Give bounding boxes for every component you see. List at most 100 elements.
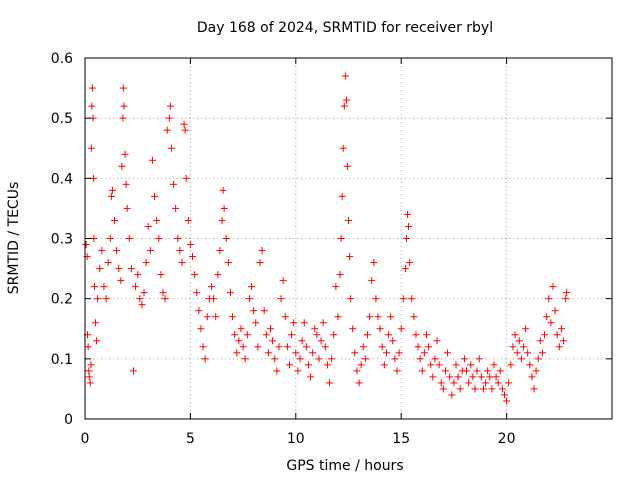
data-point — [382, 349, 390, 357]
data-point — [402, 235, 410, 242]
data-point — [119, 84, 127, 92]
x-tick-label: 15 — [392, 431, 410, 447]
data-point — [165, 114, 173, 122]
data-point — [431, 355, 439, 363]
data-point — [258, 247, 266, 255]
x-tick-label: 0 — [81, 431, 90, 447]
data-point — [252, 319, 260, 327]
data-point — [186, 241, 194, 249]
data-point — [418, 367, 426, 375]
data-point — [395, 349, 403, 357]
data-point — [153, 216, 161, 224]
data-point — [422, 331, 430, 339]
data-point — [163, 126, 171, 134]
data-point — [347, 295, 355, 303]
data-point — [300, 319, 308, 327]
data-points — [82, 72, 571, 405]
data-point — [307, 373, 315, 381]
data-point — [346, 253, 354, 261]
data-point — [102, 295, 110, 303]
data-point — [334, 313, 342, 321]
data-point — [380, 361, 388, 369]
x-axis-label: GPS time / hours — [286, 458, 403, 474]
data-point — [486, 373, 494, 381]
data-point — [332, 283, 340, 291]
data-point — [513, 349, 521, 357]
data-point — [219, 186, 227, 194]
data-point — [441, 367, 449, 375]
data-point — [148, 156, 156, 164]
y-axis-ticks: 0 0.1 0.2 0.3 0.4 0.5 0.6 — [51, 51, 612, 428]
data-point — [144, 222, 152, 230]
data-point — [161, 295, 169, 303]
data-point — [509, 343, 517, 351]
data-point — [376, 325, 384, 333]
chart-title: Day 168 of 2024, SRMTID for receiver rby… — [197, 20, 493, 36]
data-point — [172, 204, 180, 212]
data-point — [254, 343, 262, 351]
data-point — [343, 162, 351, 170]
y-tick-label: 0.6 — [51, 51, 73, 67]
data-point — [355, 379, 363, 387]
data-point — [484, 367, 492, 375]
data-point — [435, 361, 443, 369]
data-point — [239, 343, 247, 351]
data-point — [467, 361, 475, 369]
data-point — [111, 216, 119, 224]
data-point — [444, 349, 452, 357]
data-point — [465, 379, 473, 387]
data-point — [469, 373, 477, 381]
y-tick-label: 0.2 — [51, 292, 73, 308]
data-point — [553, 331, 561, 339]
data-point — [132, 283, 140, 291]
data-point — [452, 361, 460, 369]
data-point — [134, 271, 142, 279]
data-point — [429, 373, 437, 381]
data-point — [250, 307, 258, 315]
data-point — [122, 180, 130, 188]
data-point — [89, 174, 97, 182]
data-point — [412, 331, 420, 339]
data-point — [203, 313, 211, 321]
data-point — [201, 355, 209, 363]
data-point — [237, 325, 245, 333]
data-point — [243, 331, 251, 339]
data-point — [405, 222, 413, 230]
data-point — [304, 361, 312, 369]
data-point — [125, 235, 133, 242]
data-point — [210, 295, 218, 303]
data-point — [519, 343, 527, 351]
x-tick-label: 5 — [186, 431, 195, 447]
data-point — [142, 259, 150, 267]
data-point — [121, 150, 129, 158]
data-point — [90, 283, 98, 291]
data-point — [524, 349, 532, 357]
data-point — [321, 343, 329, 351]
data-point — [387, 313, 395, 321]
data-point — [231, 331, 239, 339]
data-point — [338, 192, 346, 200]
data-point — [404, 210, 412, 218]
data-point — [482, 379, 490, 387]
x-tick-label: 10 — [287, 431, 305, 447]
data-point — [155, 235, 163, 242]
data-point — [222, 235, 230, 242]
data-point — [393, 367, 401, 375]
data-point — [285, 361, 293, 369]
data-point — [557, 325, 565, 333]
data-point — [498, 385, 506, 393]
data-point — [406, 259, 414, 267]
data-point — [292, 349, 300, 357]
data-point — [370, 259, 378, 267]
data-point — [245, 295, 253, 303]
data-point — [166, 102, 174, 110]
data-point — [290, 319, 298, 327]
data-point — [260, 307, 268, 315]
data-point — [108, 186, 116, 194]
data-point — [214, 271, 222, 279]
data-point — [366, 313, 374, 321]
data-point — [473, 367, 481, 375]
data-point — [532, 367, 540, 375]
data-point — [283, 343, 291, 351]
